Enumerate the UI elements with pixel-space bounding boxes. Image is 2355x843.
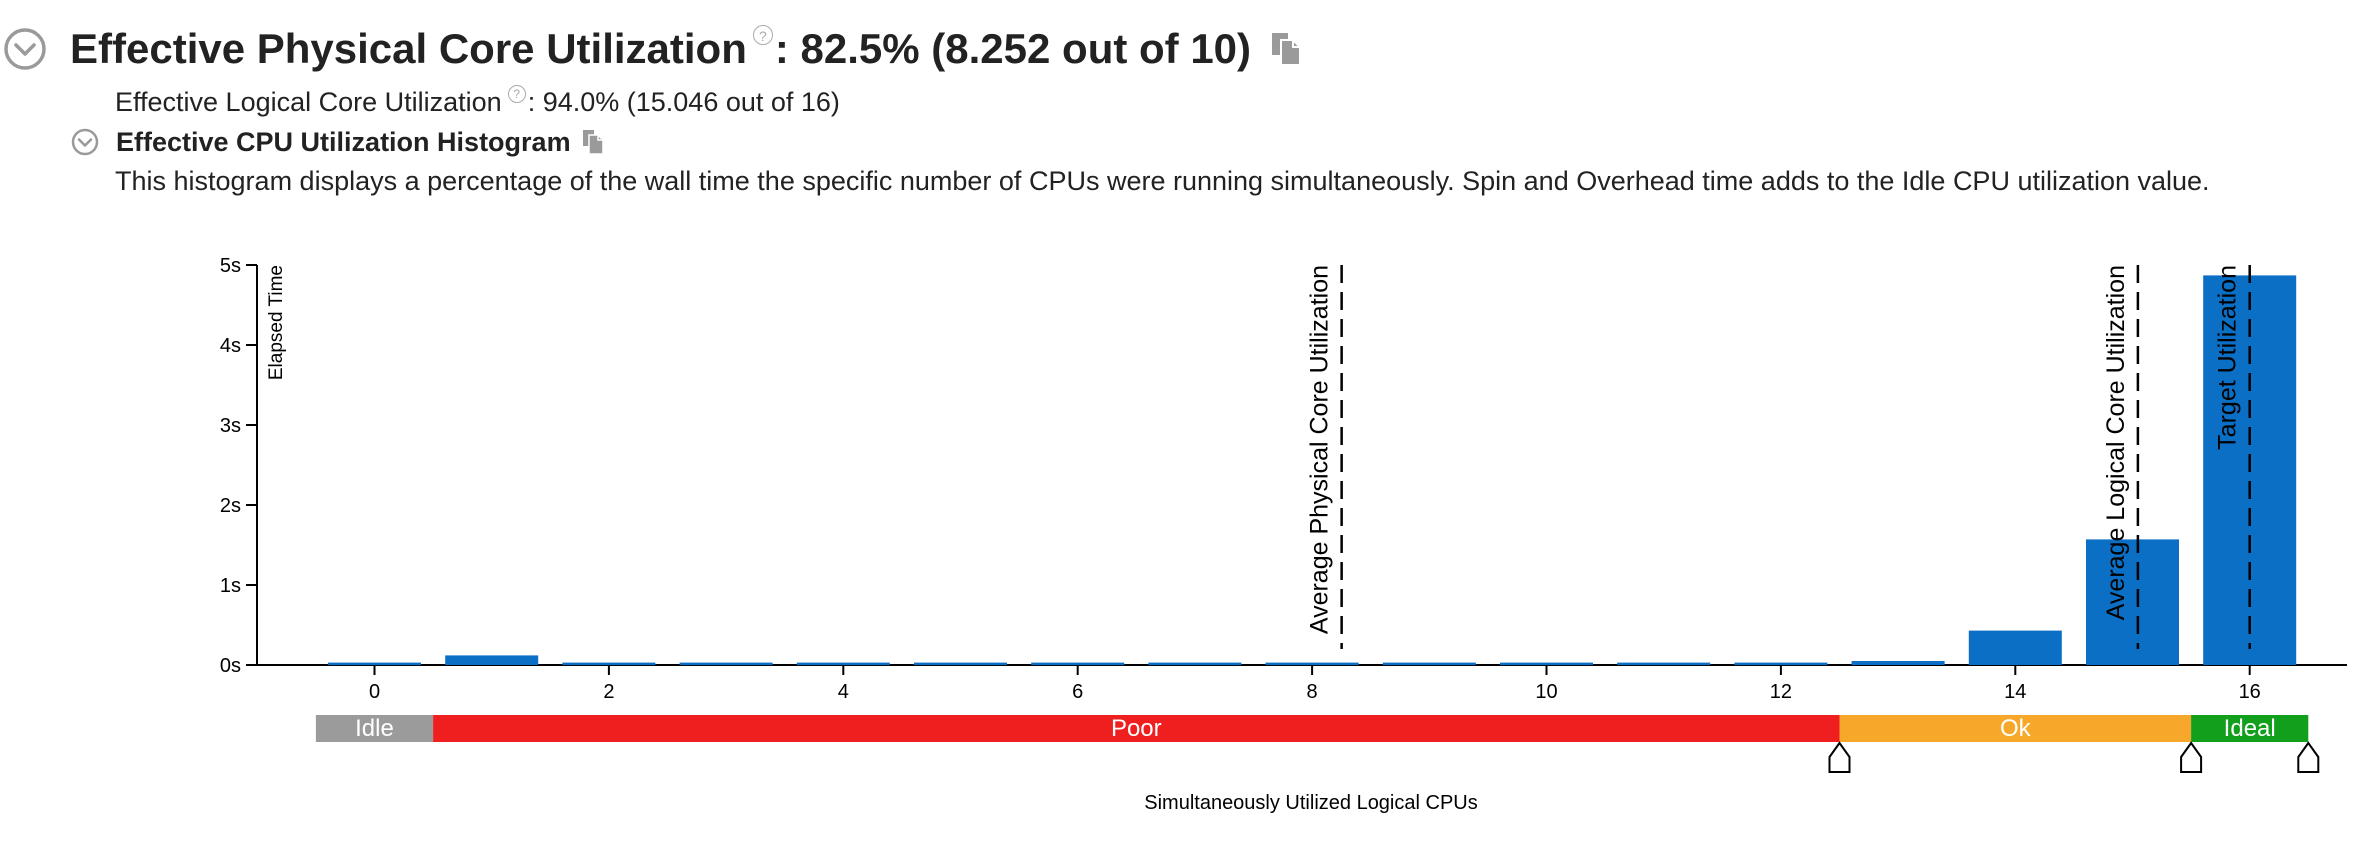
histogram-bar xyxy=(1382,662,1476,666)
x-tick-label: 14 xyxy=(2004,681,2026,703)
histogram-bar xyxy=(1148,662,1242,666)
threshold-marker-icon xyxy=(1828,741,1851,773)
histogram-bar xyxy=(1617,662,1711,666)
x-tick-label: 4 xyxy=(838,681,849,703)
help-icon[interactable]: ? xyxy=(752,25,773,45)
header-row: Effective Physical Core Utilization ? : … xyxy=(0,20,1303,78)
histogram-description: This histogram displays a percentage of … xyxy=(115,166,2210,196)
x-tick-label: 6 xyxy=(1072,681,1083,703)
y-tick-label: 2s xyxy=(220,495,241,517)
range-segment xyxy=(2191,715,2309,742)
histogram-bar xyxy=(1851,661,1945,665)
utilization-ranges: Idle Poor Ok Ideal xyxy=(315,715,2309,742)
logical-utilization-label: Effective Logical Core Utilization xyxy=(115,86,502,117)
x-tick-label: 12 xyxy=(1770,681,1792,703)
y-tick-label: 5s xyxy=(220,255,241,277)
range-segment xyxy=(1839,715,2192,742)
range-segment xyxy=(315,715,434,742)
x-axis: 0 2 4 6 8 10 12 14 16 xyxy=(257,664,2347,703)
histogram-bar xyxy=(1500,662,1593,666)
range-segment xyxy=(433,715,1840,742)
reference-line-label: Target Utilization xyxy=(2214,265,2242,450)
histogram-bar xyxy=(1265,662,1359,666)
y-axis-label: Elapsed Time xyxy=(266,265,287,380)
histogram-title: Effective CPU Utilization Histogram xyxy=(116,126,571,157)
histogram-bar xyxy=(914,662,1007,666)
x-tick-label: 0 xyxy=(369,681,380,703)
copy-icon[interactable] xyxy=(581,128,605,156)
y-tick-label: 3s xyxy=(220,415,241,437)
logical-utilization-value: : 94.0% (15.046 out of 16) xyxy=(527,86,840,117)
reference-lines: Average Physical Core Utilization Average… xyxy=(1306,265,2251,649)
y-tick-label: 4s xyxy=(220,335,241,357)
physical-utilization-value: : 82.5% (8.252 out of 10) xyxy=(774,25,1252,72)
threshold-markers xyxy=(1828,741,2320,773)
help-icon[interactable]: ? xyxy=(507,85,526,103)
range-label: Ok xyxy=(2000,715,2032,742)
chevron-down-circle-icon[interactable] xyxy=(2,26,48,72)
reference-line-label: Average Physical Core Utilization xyxy=(1306,265,1334,634)
range-label: Poor xyxy=(1111,715,1162,742)
y-tick-label: 1s xyxy=(220,575,241,597)
y-tick-label: 0s xyxy=(220,655,241,677)
threshold-marker-icon xyxy=(2297,741,2320,773)
histogram-bar xyxy=(1734,662,1828,666)
page-title: Effective Physical Core Utilization xyxy=(70,25,747,72)
x-tick-label: 10 xyxy=(1535,681,1557,703)
x-tick-label: 16 xyxy=(2239,681,2261,703)
copy-icon[interactable] xyxy=(1269,30,1303,68)
histogram-bar xyxy=(1968,630,2062,665)
histogram-header: Effective CPU Utilization Histogram xyxy=(70,124,605,160)
histogram-bar xyxy=(562,662,656,666)
range-label: Idle xyxy=(355,715,394,742)
logical-utilization-row: Effective Logical Core Utilization ? : 9… xyxy=(115,84,840,120)
histogram-bar xyxy=(796,662,890,666)
histogram-bar xyxy=(445,655,539,665)
range-label: Ideal xyxy=(2224,715,2276,742)
histogram-bar xyxy=(679,662,773,666)
histogram-bar xyxy=(2086,539,2179,665)
x-axis-label: Simultaneously Utilized Logical CPUs xyxy=(1144,792,1477,814)
histogram-bar xyxy=(1031,662,1125,666)
histogram-bar xyxy=(328,662,421,666)
chevron-down-circle-icon[interactable] xyxy=(70,127,100,157)
threshold-marker-icon xyxy=(2180,741,2203,773)
x-tick-label: 8 xyxy=(1307,681,1318,703)
reference-line-label: Average Logical Core Utilization xyxy=(2102,265,2130,620)
y-axis: 0s 1s 2s 3s 4s 5s xyxy=(220,255,258,677)
x-tick-label: 2 xyxy=(603,681,614,703)
